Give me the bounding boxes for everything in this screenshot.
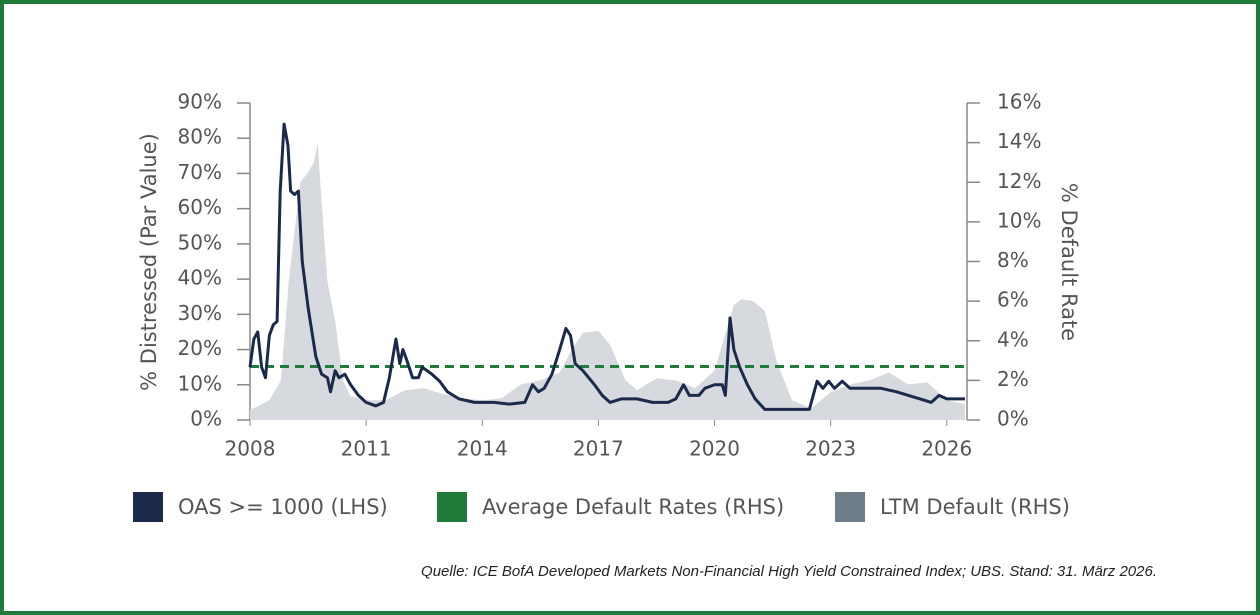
legend-swatch <box>835 492 865 522</box>
y2-tick-label: 8% <box>997 248 1029 272</box>
x-tick-label: 2008 <box>225 437 276 461</box>
x-tick-label: 2014 <box>457 437 508 461</box>
y-tick-label: 90% <box>178 90 222 114</box>
y-tick-label: 70% <box>178 160 222 184</box>
y-tick-label: 30% <box>178 301 222 325</box>
y2-tick-label: 0% <box>997 407 1029 431</box>
legend-label: OAS >= 1000 (LHS) <box>178 495 388 519</box>
x-tick-label: 2026 <box>921 437 972 461</box>
y-tick-label: 40% <box>178 266 222 290</box>
y-tick-label: 10% <box>178 371 222 395</box>
source-note: Quelle: ICE BofA Developed Markets Non-F… <box>421 563 1157 580</box>
legend-swatch <box>133 492 163 522</box>
x-tick-label: 2020 <box>689 437 740 461</box>
y2-tick-label: 10% <box>997 208 1041 232</box>
y-tick-label: 0% <box>190 407 222 431</box>
y2-tick-label: 4% <box>997 327 1029 351</box>
y2-axis-title: % Default Rate <box>1057 183 1081 341</box>
y2-tick-label: 16% <box>997 90 1041 114</box>
y-axis-title: % Distressed (Par Value) <box>137 133 161 391</box>
y-tick-label: 80% <box>178 125 222 149</box>
y2-tick-label: 12% <box>997 169 1041 193</box>
x-tick-label: 2023 <box>805 437 856 461</box>
x-tick-label: 2017 <box>573 437 624 461</box>
x-tick-label: 2011 <box>341 437 392 461</box>
y-tick-label: 20% <box>178 336 222 360</box>
legend-label: Average Default Rates (RHS) <box>482 495 784 519</box>
legend-swatch <box>437 492 467 522</box>
y-tick-label: 50% <box>178 230 222 254</box>
y2-tick-label: 14% <box>997 129 1041 153</box>
legend-label: LTM Default (RHS) <box>880 495 1070 519</box>
oas-line <box>248 122 965 411</box>
y2-tick-label: 2% <box>997 367 1029 391</box>
y2-tick-label: 6% <box>997 288 1029 312</box>
ltm-default-area <box>250 142 965 420</box>
y-tick-label: 60% <box>178 195 222 219</box>
